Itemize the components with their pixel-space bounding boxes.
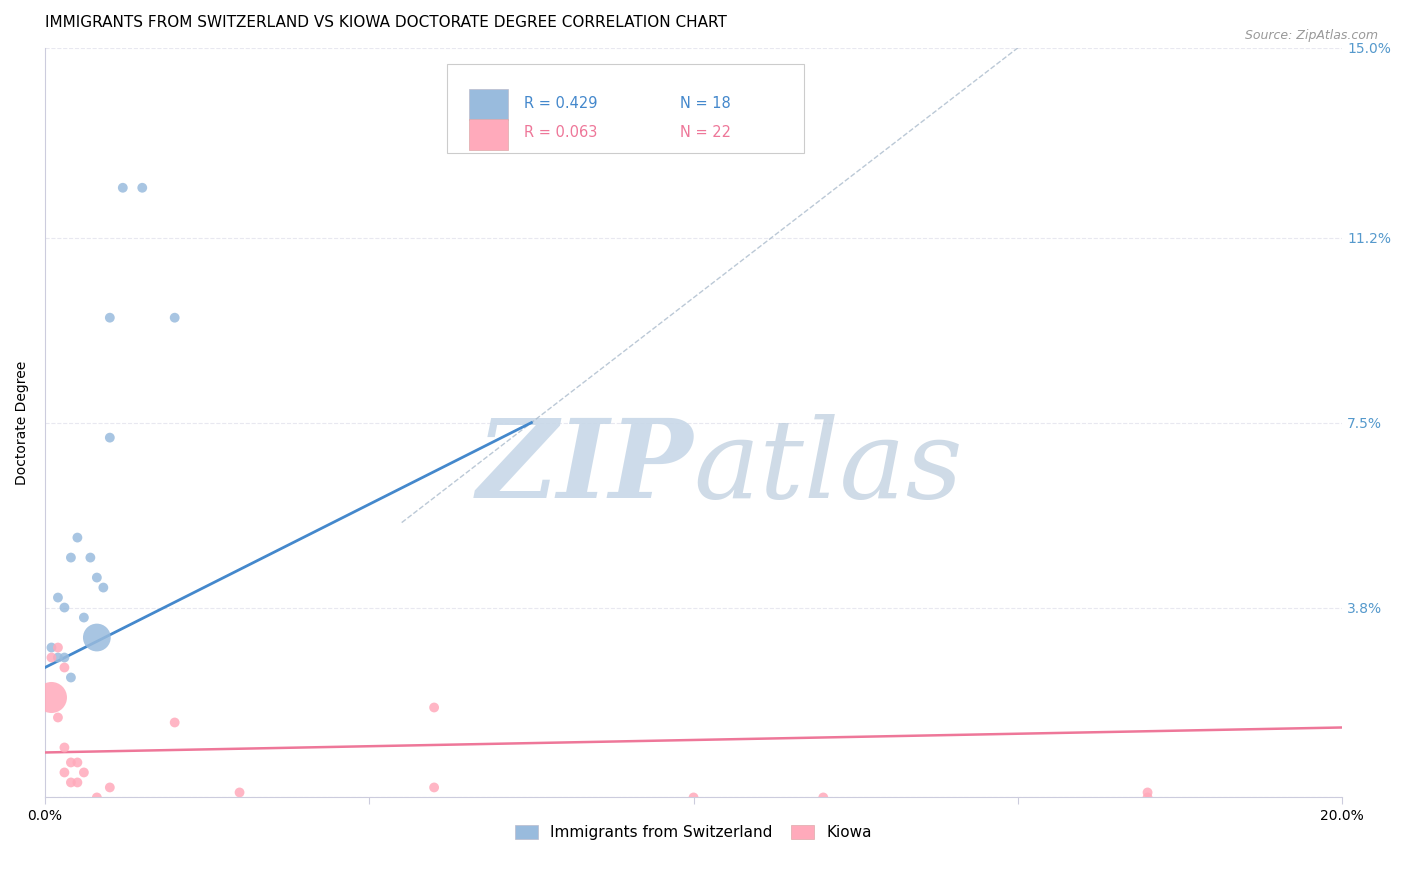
Point: [682, 790, 704, 805]
Point: [73, 765, 96, 780]
Point: [46, 710, 69, 724]
Text: ZIP: ZIP: [477, 414, 693, 521]
Point: [813, 790, 835, 805]
Point: [1136, 785, 1159, 799]
Point: [163, 310, 186, 325]
Point: [59, 550, 82, 565]
Point: [53, 600, 76, 615]
Point: [59, 671, 82, 685]
Point: [79, 550, 101, 565]
Point: [98, 780, 121, 795]
Point: [66, 756, 89, 770]
Point: [73, 610, 96, 624]
Point: [46, 591, 69, 605]
Text: Source: ZipAtlas.com: Source: ZipAtlas.com: [1244, 29, 1378, 43]
Point: [98, 310, 121, 325]
Text: N = 18: N = 18: [681, 95, 731, 111]
Point: [46, 640, 69, 655]
FancyBboxPatch shape: [447, 64, 804, 153]
Point: [53, 660, 76, 674]
Legend: Immigrants from Switzerland, Kiowa: Immigrants from Switzerland, Kiowa: [509, 819, 877, 846]
Point: [59, 775, 82, 789]
Point: [86, 570, 108, 584]
Point: [423, 780, 446, 795]
Text: R = 0.063: R = 0.063: [523, 126, 598, 140]
Point: [228, 785, 250, 799]
Point: [131, 180, 153, 194]
Point: [66, 775, 89, 789]
Point: [59, 756, 82, 770]
Point: [423, 700, 446, 714]
Point: [41, 650, 63, 665]
Text: atlas: atlas: [693, 414, 963, 521]
Point: [1136, 790, 1159, 805]
Point: [41, 690, 63, 705]
Point: [98, 431, 121, 445]
Text: N = 22: N = 22: [681, 126, 731, 140]
Y-axis label: Doctorate Degree: Doctorate Degree: [15, 360, 30, 484]
Point: [111, 180, 134, 194]
Point: [41, 640, 63, 655]
Text: R = 0.429: R = 0.429: [523, 95, 598, 111]
Point: [46, 650, 69, 665]
Text: IMMIGRANTS FROM SWITZERLAND VS KIOWA DOCTORATE DEGREE CORRELATION CHART: IMMIGRANTS FROM SWITZERLAND VS KIOWA DOC…: [45, 15, 727, 30]
Point: [66, 531, 89, 545]
FancyBboxPatch shape: [470, 89, 508, 120]
Point: [86, 790, 108, 805]
Point: [53, 765, 76, 780]
Point: [53, 650, 76, 665]
Point: [86, 631, 108, 645]
Point: [53, 740, 76, 755]
Point: [93, 581, 115, 595]
FancyBboxPatch shape: [470, 119, 508, 150]
Point: [163, 715, 186, 730]
